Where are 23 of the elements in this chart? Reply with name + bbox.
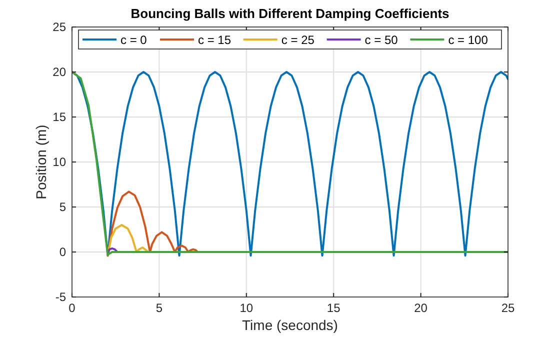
- legend-label: c = 100: [448, 33, 488, 47]
- y-tick-label: 15: [52, 110, 66, 124]
- y-tick-label: 20: [52, 65, 66, 79]
- x-axis-title: Time (seconds): [242, 317, 338, 333]
- legend-label: c = 15: [198, 33, 232, 47]
- legend-label: c = 25: [281, 33, 315, 47]
- line-series: [106, 190, 199, 257]
- x-tick-label: 15: [326, 301, 341, 315]
- legend-label: c = 0: [120, 33, 148, 47]
- line-series: [106, 224, 149, 256]
- y-tick-label: 0: [59, 245, 66, 259]
- legend-label: c = 50: [364, 33, 398, 47]
- x-tick-label: 5: [156, 301, 163, 315]
- y-tick-label: -5: [55, 290, 66, 304]
- x-tick-label: 25: [501, 301, 515, 315]
- x-tick-label: 10: [240, 301, 254, 315]
- y-tick-label: 5: [59, 200, 66, 214]
- y-tick-label: 10: [52, 155, 66, 169]
- y-axis-title: Position (m): [33, 124, 49, 200]
- x-tick-label: 20: [414, 301, 428, 315]
- x-tick-label: 0: [68, 301, 76, 315]
- chart-title: Bouncing Balls with Different Damping Coefficients: [130, 6, 450, 21]
- y-tick-label: 25: [52, 20, 66, 34]
